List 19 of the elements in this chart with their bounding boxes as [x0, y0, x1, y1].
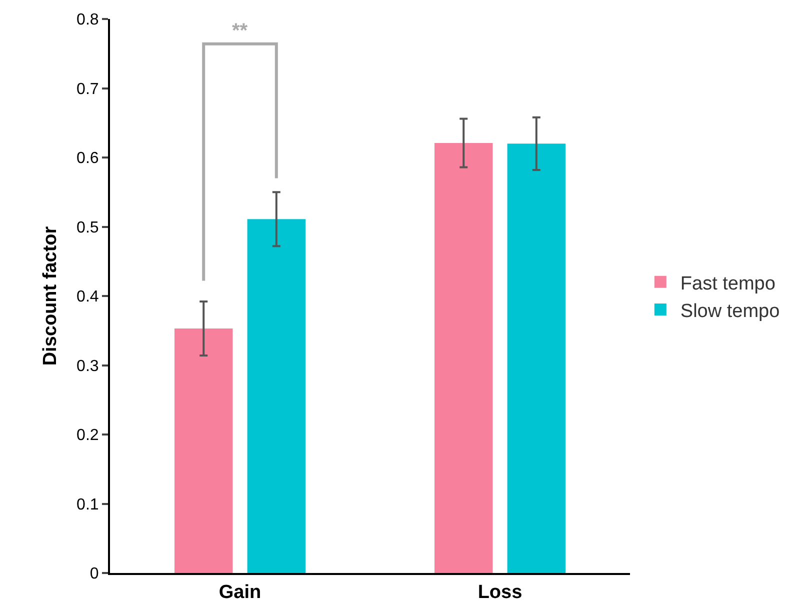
annotation: **: [232, 20, 248, 42]
x-tick-label: Gain: [218, 582, 262, 603]
bar: [434, 142, 493, 573]
y-tick-label: 0.2: [76, 427, 99, 444]
y-tick-label: 0: [90, 566, 99, 583]
legend-label: Slow tempo: [680, 300, 780, 322]
y-tick-label: 0.1: [76, 496, 99, 514]
legend-label: Fast tempo: [680, 273, 776, 294]
bar: [247, 219, 306, 573]
y-tick-label: 0.6: [76, 150, 99, 168]
x-tick-label: Loss: [478, 582, 522, 603]
y-tick-label: 0.3: [76, 358, 99, 375]
bar: [174, 328, 233, 573]
y-tick-label: 0.7: [76, 80, 99, 98]
y-tick-label: 0.4: [76, 288, 99, 306]
y-axis-title: Discount factor: [40, 226, 61, 366]
y-tick-label: 0.5: [76, 219, 99, 236]
y-tick-label: 0.8: [76, 12, 99, 29]
bar: [507, 144, 566, 573]
